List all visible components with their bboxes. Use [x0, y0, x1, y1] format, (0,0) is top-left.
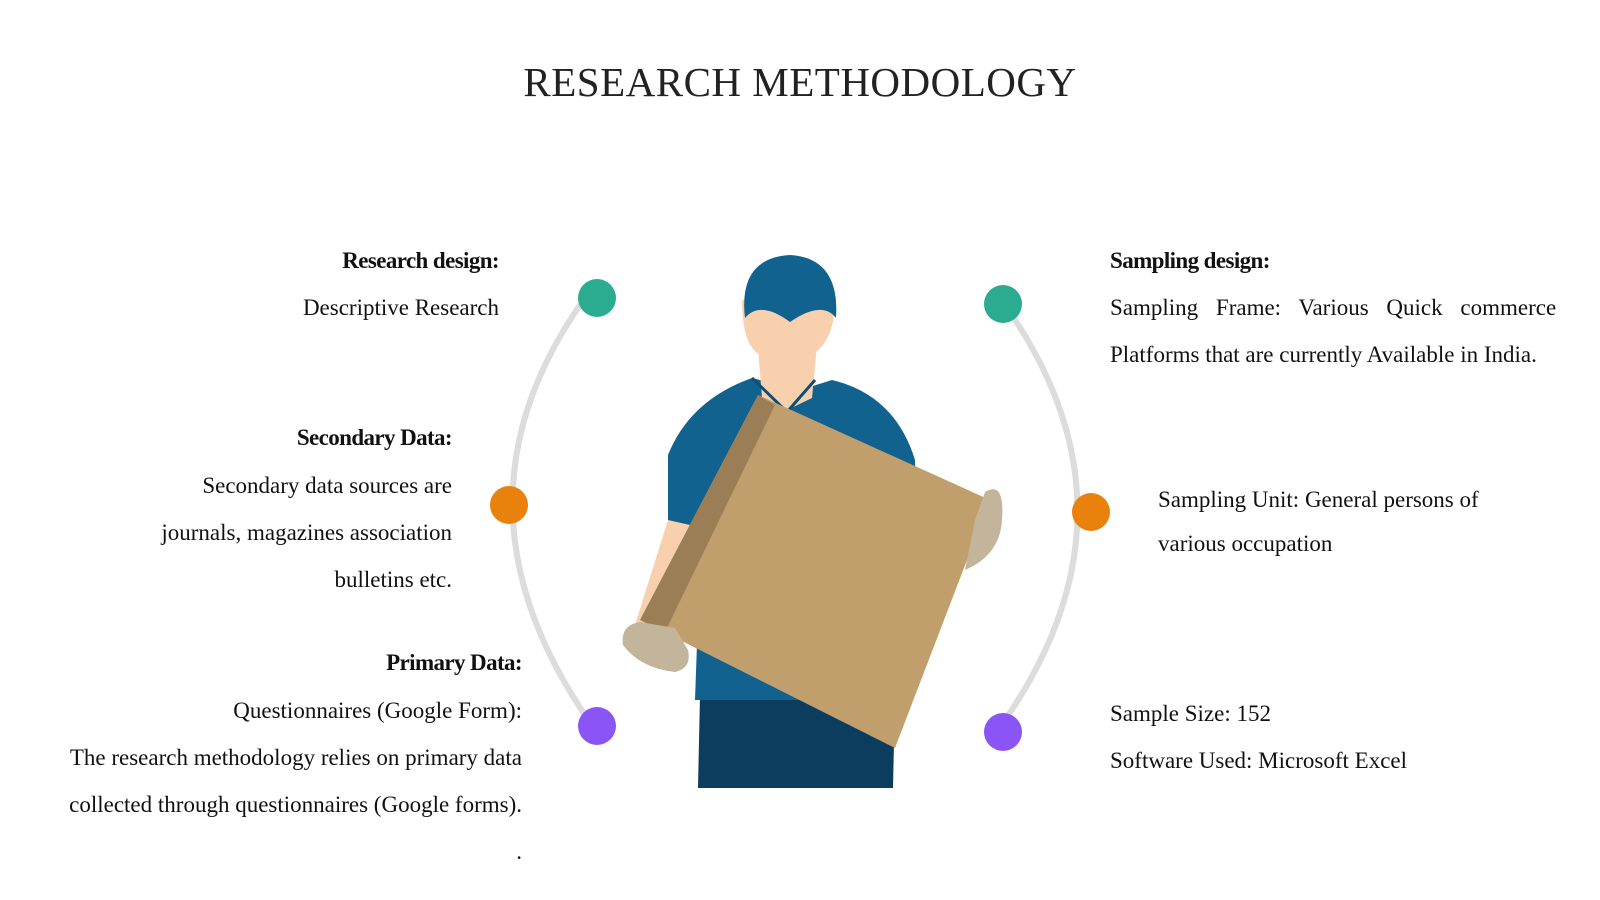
right-glove	[965, 489, 1003, 570]
primary-data-line-1: Questionnaires (Google Form):	[233, 698, 522, 723]
primary-data-line-4: .	[516, 839, 522, 864]
sample-section: Sample Size: 152 Software Used: Microsof…	[1110, 690, 1550, 784]
box-side	[640, 395, 775, 632]
primary-data-section: Primary Data: Questionnaires (Google For…	[20, 650, 522, 875]
orange-dot-left	[490, 486, 528, 524]
software-used: Software Used: Microsoft Excel	[1110, 748, 1408, 773]
purple-dot-left	[578, 707, 616, 745]
primary-data-line-2: The research methodology relies on prima…	[69, 745, 522, 770]
right-arc	[1002, 302, 1081, 723]
sampling-frame-line-1: Sampling Frame: Various Quick commerce	[1110, 295, 1557, 320]
primary-data-heading: Primary Data:	[386, 650, 523, 675]
secondary-data-section: Secondary Data: Secondary data sources a…	[100, 425, 452, 603]
sample-size: Sample Size: 152	[1110, 701, 1271, 726]
page-title: RESEARCH METHODOLOGY	[523, 59, 1077, 105]
face	[742, 300, 835, 355]
sampling-unit-line-2: various occupation	[1158, 531, 1333, 556]
primary-data-line-3: collected through questionnaires (Google…	[69, 792, 522, 817]
teal-dot-left	[578, 279, 616, 317]
delivery-person-illustration	[622, 255, 1003, 788]
left-glove	[622, 622, 689, 672]
sampling-unit-section: Sampling Unit: General persons of variou…	[1158, 478, 1578, 566]
secondary-data-line-1: Secondary data sources are	[202, 473, 452, 498]
orange-dot-right	[1072, 493, 1110, 531]
sampling-design-section: Sampling design: Sampling Frame: Various…	[1110, 248, 1575, 378]
cap	[744, 255, 837, 322]
secondary-data-line-3: bulletins etc.	[334, 567, 452, 592]
secondary-data-heading: Secondary Data:	[296, 425, 453, 450]
secondary-data-line-2: journals, magazines association	[161, 520, 452, 545]
purple-dot-right	[984, 713, 1022, 751]
sampling-design-heading: Sampling design:	[1110, 248, 1270, 273]
teal-dot-right	[984, 285, 1022, 323]
sampling-unit-line-1: Sampling Unit: General persons of	[1158, 487, 1479, 512]
sampling-frame-line-2: Platforms that are currently Available i…	[1110, 342, 1537, 367]
research-design-text: Descriptive Research	[302, 295, 499, 320]
research-design-heading: Research design:	[342, 248, 499, 273]
research-design-section: Research design: Descriptive Research	[180, 248, 500, 331]
